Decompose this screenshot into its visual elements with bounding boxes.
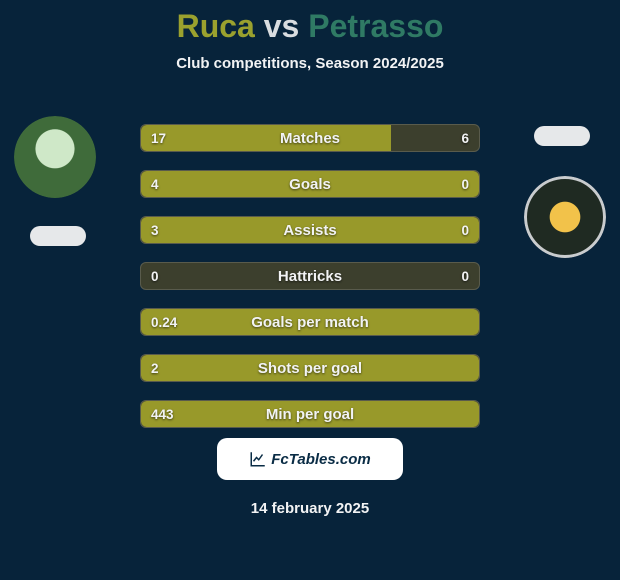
chart-icon: [249, 450, 267, 468]
stat-row: 30Assists: [140, 216, 480, 244]
player2-club-crest: [524, 176, 606, 258]
player2-country-badge: [534, 126, 590, 146]
stat-label: Min per goal: [141, 401, 479, 428]
stat-label: Matches: [141, 125, 479, 152]
stat-row: 40Goals: [140, 170, 480, 198]
date-text: 14 february 2025: [0, 500, 620, 517]
player1-avatar: [14, 116, 96, 198]
stat-row: 2Shots per goal: [140, 354, 480, 382]
stat-label: Shots per goal: [141, 355, 479, 382]
page-title: Ruca vs Petrasso: [0, 0, 620, 45]
stat-row: 00Hattricks: [140, 262, 480, 290]
player1-country-badge: [30, 226, 86, 246]
vs-text: vs: [264, 8, 300, 44]
fctables-badge[interactable]: FcTables.com: [217, 438, 403, 480]
player2-club-crest-image: [524, 176, 606, 258]
player1-avatar-image: [14, 116, 96, 198]
stat-label: Goals: [141, 171, 479, 198]
stat-row: 443Min per goal: [140, 400, 480, 428]
stat-bars: 176Matches 40Goals 30Assists 00Hattricks 0.2…: [140, 124, 480, 446]
player2-name: Petrasso: [308, 8, 443, 44]
stat-label: Assists: [141, 217, 479, 244]
stat-label: Hattricks: [141, 263, 479, 290]
stat-row: 0.24Goals per match: [140, 308, 480, 336]
player1-name: Ruca: [177, 8, 255, 44]
stat-row: 176Matches: [140, 124, 480, 152]
subtitle: Club competitions, Season 2024/2025: [0, 55, 620, 72]
stat-label: Goals per match: [141, 309, 479, 336]
comparison-infographic: Ruca vs Petrasso Club competitions, Seas…: [0, 0, 620, 580]
fctables-label: FcTables.com: [271, 451, 370, 468]
